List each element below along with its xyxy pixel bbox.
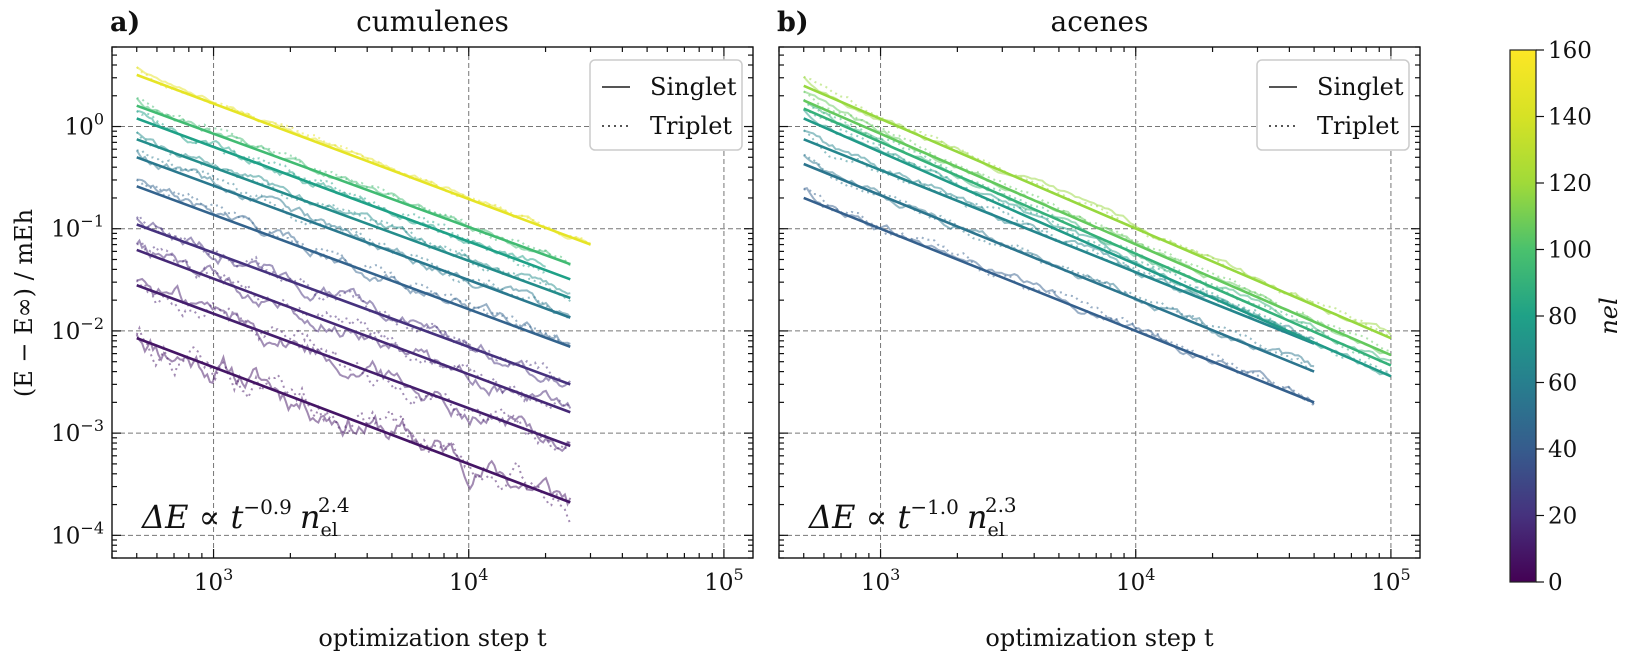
y-tick-label: 10−2 [51,314,104,345]
colorbar-tick-label: 120 [1548,171,1592,197]
fit-line-nel-20 [136,223,571,386]
fit-line-nel-16 [136,248,571,414]
fit-line-nel-44 [136,185,571,348]
x-tick-label: 104 [1116,565,1155,596]
panel-title: cumulenes [356,5,509,38]
fit-line-nel-54 [803,162,1315,373]
colorbar-tick-label: 40 [1548,437,1577,463]
panel-cumulenes: 103 104 105 10−4 10−3 10−2 10−1 100 a) cumulenes o… [51,5,754,652]
fit-line-nel-148 [136,73,591,246]
colorbar-gradient [1509,49,1537,583]
x-axis-label: optimization step t [985,624,1214,652]
fit-line-nel-80 [136,117,571,281]
colorbar-tick-label: 0 [1548,570,1563,596]
series-singlet-nel-20 [135,217,571,388]
axis-ticks [778,46,1420,559]
scaling-annotation: ΔE ∝ t−1.0 nel2.3 [807,493,1017,541]
fit-line-nel-106 [803,99,1392,357]
fit-line-nel-118 [803,84,1392,340]
legend-box [589,59,743,151]
x-tick-label: 105 [704,565,743,596]
series-triplet-nel-68 [135,131,572,303]
legend: Singlet Triplet [1256,59,1410,151]
y-tick-label: 10−1 [51,212,104,243]
legend-label-triplet: Triplet [1317,112,1399,140]
plot-frame [778,46,1421,559]
series-singlet-nel-44 [136,178,571,345]
x-tick-label: 103 [194,565,233,596]
series-triplet-nel-20 [135,213,572,388]
fit-line-nel-12 [136,284,571,448]
legend-label-singlet: Singlet [650,73,737,101]
panel-label: b) [777,7,809,38]
x-tick-label: 105 [1371,565,1410,596]
colorbar: nel 0 20 40 60 80 100 120 140 160 [1509,38,1623,596]
fit-line-nel-68 [136,138,571,300]
series-triplet-nel-54 [803,153,1315,373]
colorbar-tick-label: 140 [1548,105,1592,131]
colorbar-tick-label: 60 [1548,371,1577,397]
colorbar-tick-label: 100 [1548,238,1592,264]
axis-ticks [111,46,753,559]
colorbar-tick-label: 20 [1548,504,1577,530]
series-group [135,66,592,525]
legend-label-triplet: Triplet [650,112,732,140]
series-singlet-nel-118 [802,76,1392,336]
series-singlet-nel-148 [136,66,591,245]
colorbar-tick-label: 80 [1548,304,1577,330]
y-tick-label: 10−3 [51,416,104,447]
legend-label-singlet: Singlet [1317,73,1404,101]
y-axis-label: (E − E∞) / mEh [10,209,38,397]
series-group [802,75,1392,407]
fit-line-nel-64 [803,138,1315,345]
legend: Singlet Triplet [589,59,743,151]
panel-acenes: 103 104 105 b) acenes optimization step t Sing… [777,5,1421,652]
x-axis-label: optimization step t [318,624,547,652]
y-tick-label: 10−4 [51,518,104,549]
fit-line-nel-42 [803,196,1315,404]
colorbar-label: nel [1595,297,1623,334]
fit-line-nel-8 [136,336,571,504]
y-tick-label: 100 [65,110,104,141]
series-triplet-nel-118 [803,75,1392,339]
x-tick-label: 104 [449,565,488,596]
plot-frame [111,46,754,559]
x-tick-label: 103 [861,565,900,596]
series-triplet-nel-96 [136,97,571,265]
series-triplet-nel-56 [136,149,571,320]
legend-box [1256,59,1410,151]
fit-line-nel-96 [136,104,571,266]
scaling-annotation: ΔE ∝ t−0.9 nel2.4 [140,493,350,541]
colorbar-tick-label: 160 [1548,38,1592,64]
grid [112,47,753,558]
panel-title: acenes [1051,5,1149,38]
panel-label: a) [110,7,140,38]
series-triplet-nel-8 [135,325,572,525]
fit-line-nel-90 [803,107,1392,367]
fit-line-nel-56 [136,156,571,319]
series-singlet-nel-8 [135,334,572,507]
fit-line-nel-76 [803,117,1392,378]
series-triplet-nel-64 [803,129,1315,340]
